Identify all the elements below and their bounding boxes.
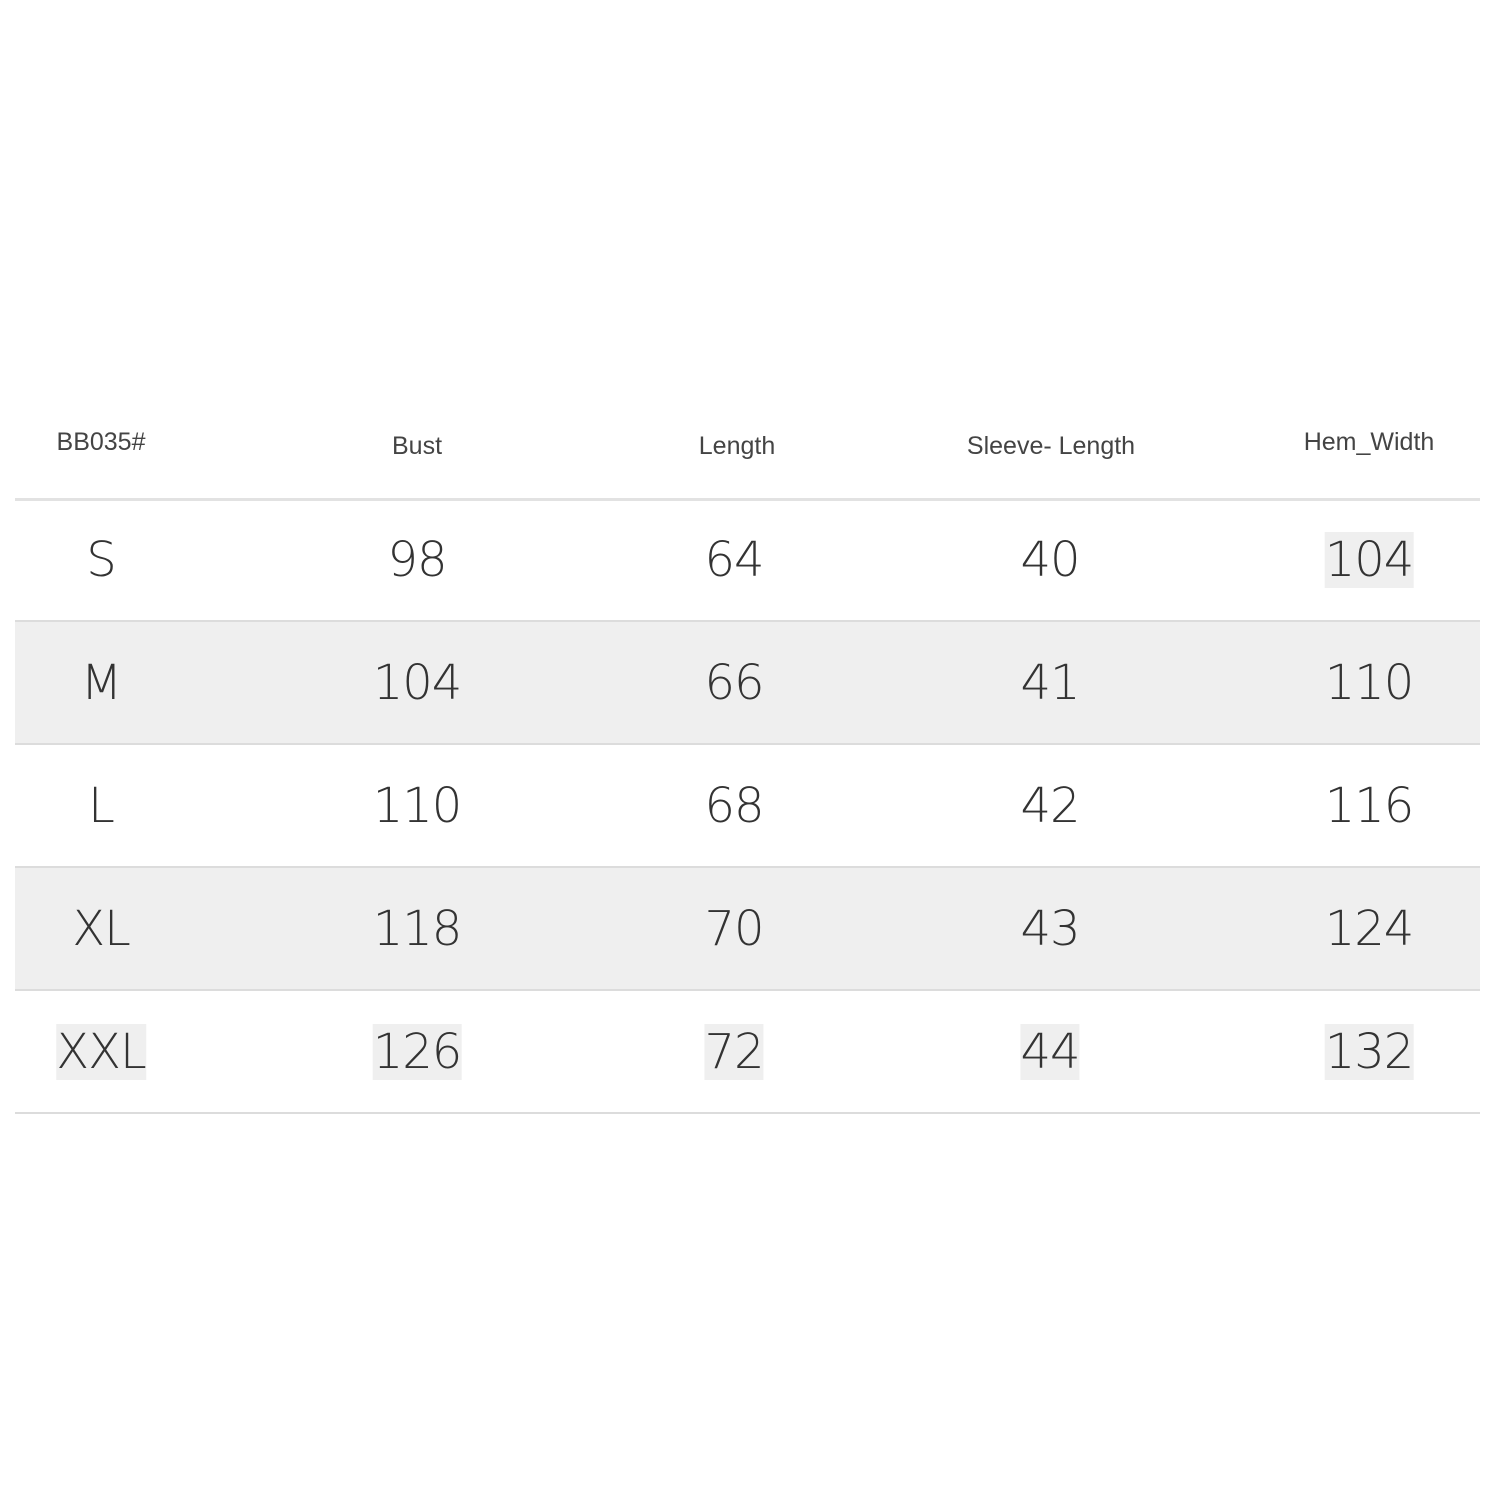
table-row: XXL 126 72 44 132 <box>15 991 1480 1114</box>
cell-size: M <box>80 654 122 711</box>
cell-sleeve-length: 44 <box>1020 1023 1081 1080</box>
cell-bust: 118 <box>372 900 463 957</box>
cell-sleeve-length: 40 <box>1020 531 1080 588</box>
table-row: XL 118 70 43 124 <box>15 868 1480 991</box>
cell-size: L <box>88 777 115 834</box>
cell-hem-width: 104 <box>1324 531 1414 588</box>
cell-sleeve-length: 42 <box>1020 777 1080 834</box>
cell-size: XXL <box>56 1023 147 1080</box>
cell-size: S <box>86 531 116 588</box>
cell-sleeve-length: 41 <box>1020 654 1080 711</box>
cell-bust: 126 <box>372 1023 462 1080</box>
cell-length: 64 <box>704 531 764 588</box>
cell-size: XL <box>72 900 131 957</box>
cell-length: 72 <box>704 1023 765 1080</box>
header-bust: Bust <box>391 432 443 460</box>
table-row: M 104 66 41 110 <box>15 622 1480 745</box>
cell-hem-width: 116 <box>1324 777 1415 834</box>
cell-bust: 98 <box>387 531 447 588</box>
cell-hem-width: 132 <box>1324 1023 1414 1080</box>
header-sleeve-length: Sleeve- Length <box>966 432 1136 460</box>
cell-length: 70 <box>704 900 764 957</box>
header-style-code: BB035# <box>56 428 146 456</box>
header-hem-width: Hem_Width <box>1303 428 1435 456</box>
cell-bust: 104 <box>372 654 463 711</box>
header-length: Length <box>698 432 776 460</box>
cell-length: 68 <box>704 777 764 834</box>
cell-sleeve-length: 43 <box>1020 900 1080 957</box>
cell-hem-width: 124 <box>1324 900 1415 957</box>
cell-bust: 110 <box>372 777 463 834</box>
cell-length: 66 <box>704 654 764 711</box>
table-header: BB035# Bust Length Sleeve- Length Hem_Wi… <box>15 420 1480 501</box>
table-row: S 98 64 40 104 <box>15 499 1480 622</box>
table-row: L 110 68 42 116 <box>15 745 1480 868</box>
cell-hem-width: 110 <box>1324 654 1415 711</box>
